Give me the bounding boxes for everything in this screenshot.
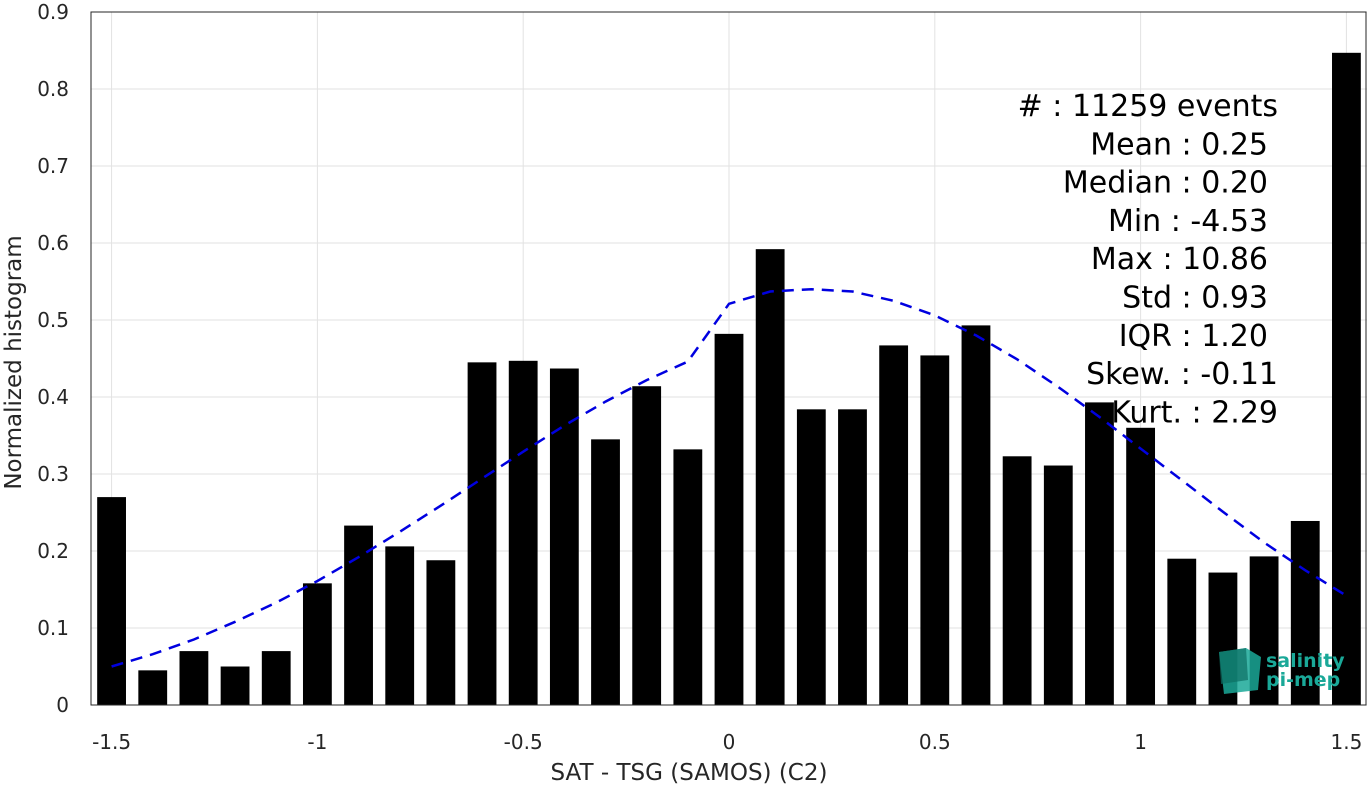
x-tick-label: 0: [723, 730, 736, 754]
histogram-bar: [591, 439, 620, 705]
stat-line: Min : -4.53: [1108, 204, 1268, 239]
histogram-bar: [1126, 427, 1156, 705]
histogram-bar: [1167, 558, 1197, 705]
logo-cube-face: [1219, 648, 1248, 684]
histogram-bar: [426, 560, 456, 705]
y-tick-label: 0.7: [37, 154, 69, 178]
gaussian-fit-curve: [111, 287, 1348, 668]
histogram-bar: [302, 583, 332, 705]
x-tick-label: 1.5: [1331, 730, 1363, 754]
histogram-bar: [508, 360, 538, 705]
histogram-bar: [97, 497, 126, 705]
x-axis-label: SAT - TSG (SAMOS) (C2): [551, 760, 828, 785]
y-tick-label: 0.1: [37, 616, 69, 640]
stat-line: Skew. : -0.11: [1086, 357, 1278, 392]
x-tick-label: 0.5: [919, 730, 951, 754]
histogram-bar: [879, 345, 909, 705]
histogram-bar: [961, 325, 991, 705]
y-tick-label: 0.5: [37, 308, 69, 332]
y-tick-label: 0.4: [37, 385, 69, 409]
histogram-bar: [385, 546, 415, 705]
histogram-bar: [714, 333, 744, 705]
y-tick-label: 0.9: [37, 0, 69, 24]
histogram-bar: [920, 355, 950, 705]
x-tick-labels: -1.5 -1 -0.5 0 0.5 1 1.5: [92, 730, 1362, 754]
histogram-bar: [220, 666, 250, 705]
stat-line: IQR : 1.20: [1119, 319, 1268, 354]
histogram-bar: [344, 525, 373, 705]
histogram-bar: [673, 449, 703, 705]
y-tick-label: 0.2: [37, 539, 69, 563]
x-tick-label: -1: [307, 730, 327, 754]
y-tick-label: 0.8: [37, 77, 69, 101]
stat-line: # : 11259 events: [1018, 89, 1278, 124]
y-axis-label: Normalized histogram: [1, 235, 27, 489]
histogram-bar: [755, 249, 785, 705]
histogram-bar: [1290, 520, 1320, 705]
histogram-bar: [261, 651, 291, 705]
histogram-bar: [179, 651, 209, 705]
plot-frame: [90, 11, 1367, 706]
histogram-bar: [838, 409, 867, 705]
stat-line: Std : 0.93: [1122, 281, 1268, 316]
histogram-bar: [1043, 465, 1073, 705]
histogram-bars: [97, 52, 1361, 706]
histogram-bar: [632, 386, 662, 705]
stat-line: Median : 0.20: [1063, 166, 1268, 201]
x-tick-label: -1.5: [92, 730, 131, 754]
y-tick-label: 0.6: [37, 231, 69, 255]
logo-text-line2: pi-mep: [1266, 669, 1340, 691]
stat-line: Kurt. : 2.29: [1111, 395, 1278, 430]
histogram-bar: [467, 362, 497, 705]
y-tick-labels: 0 0.1 0.2 0.3 0.4 0.5 0.6 0.7 0.8 0.9: [37, 0, 69, 717]
stat-line: Max : 10.86: [1091, 242, 1268, 277]
histogram-bar: [1085, 402, 1114, 705]
histogram-bar: [549, 368, 579, 705]
y-tick-label: 0.3: [37, 462, 69, 486]
histogram-bar: [138, 670, 168, 705]
x-tick-label: 1: [1134, 730, 1147, 754]
stat-line: Mean : 0.25: [1090, 127, 1268, 162]
histogram-bar: [1332, 52, 1361, 706]
y-tick-label: 0: [56, 693, 69, 717]
histogram-bar: [796, 409, 826, 705]
histogram-bar: [1002, 456, 1032, 705]
logo-text-line1: salinity: [1266, 650, 1345, 672]
x-tick-label: -0.5: [504, 730, 543, 754]
